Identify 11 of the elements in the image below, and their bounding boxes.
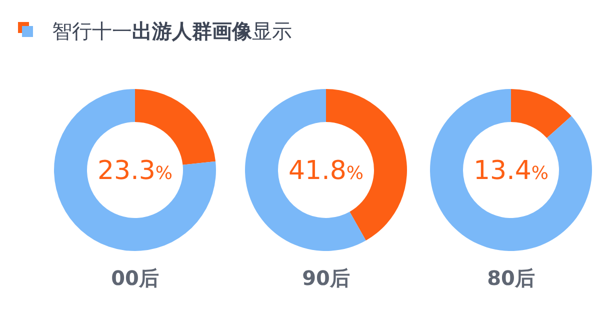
text: 23.3%: [98, 156, 172, 186]
text: 41.8%: [288, 156, 364, 186]
text: 13.4%: [474, 156, 548, 186]
text: 智行十一出游人群画像显示: [52, 19, 292, 43]
donut-slice: [511, 89, 572, 138]
donut-slice: [430, 89, 592, 251]
text: 80后: [487, 266, 535, 290]
donut-slice: [54, 89, 216, 251]
donut-slice: [245, 89, 366, 251]
text: 00后: [111, 266, 159, 290]
text: 90后: [302, 266, 350, 290]
